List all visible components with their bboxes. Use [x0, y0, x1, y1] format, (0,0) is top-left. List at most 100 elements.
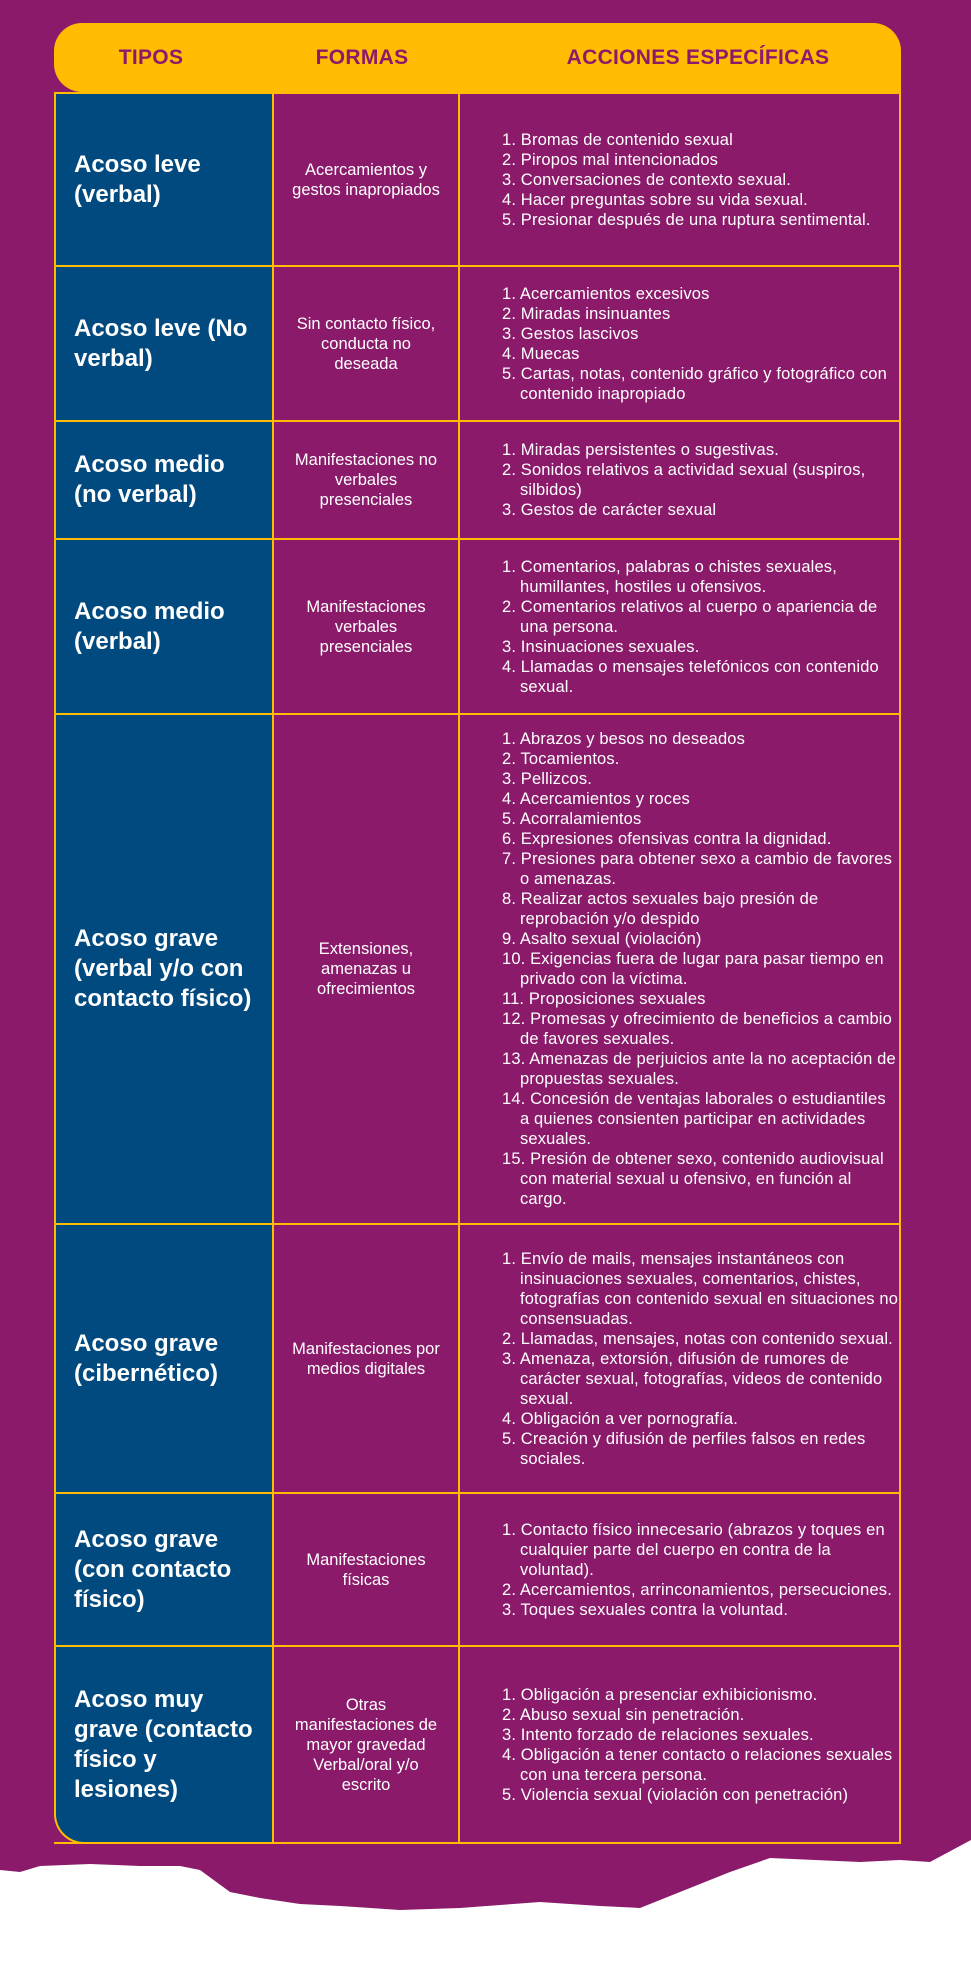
header-acciones: ACCIONES ESPECÍFICAS	[566, 46, 830, 69]
actions-list: 1. Comentarios, palabras o chistes sexua…	[460, 557, 899, 697]
acciones-cell: 1. Obligación a presenciar exhibicionism…	[458, 1647, 901, 1842]
acciones-cell: 1. Acercamientos excesivos 2. Miradas ins…	[458, 267, 901, 420]
forma-label: Otras manifestaciones de mayor gravedad …	[294, 1695, 438, 1794]
action-item: 4. Muecas	[502, 344, 580, 363]
forma-cell: Manifestaciones por medios digitales	[272, 1225, 458, 1492]
action-item: 2. Piropos mal intencionados	[502, 150, 719, 169]
forma-cell: Manifestaciones no verbales presenciales	[272, 422, 458, 538]
actions-list: 1. Abrazos y besos no deseados 2. Tocamie…	[460, 729, 899, 1209]
actions-list: 1. Obligación a presenciar exhibicionism…	[460, 1685, 899, 1805]
action-item: 1. Obligación a presenciar exhibicionism…	[502, 1685, 818, 1704]
acciones-cell: 1. Envío de mails, mensajes instantáneos…	[458, 1225, 901, 1492]
action-item: 5. Acorralamientos	[502, 810, 642, 828]
action-item: 11. Proposiciones sexuales	[502, 990, 706, 1008]
action-item: 1. Abrazos y besos no deseados	[502, 730, 745, 748]
action-item: 3. Amenaza, extorsión, difusión de rumor…	[502, 1349, 883, 1408]
table-header: TIPOS FORMAS ACCIONES ESPECÍFICAS	[54, 23, 901, 92]
action-item: 3. Toques sexuales contra la voluntad.	[502, 1600, 789, 1619]
forma-cell: Otras manifestaciones de mayor gravedad …	[272, 1647, 458, 1842]
action-item: 15. Presión de obtener sexo, contenido a…	[502, 1150, 884, 1208]
action-item: 5. Violencia sexual (violación con penet…	[502, 1785, 849, 1804]
action-item: 1. Contacto físico innecesario (abrazos …	[502, 1520, 885, 1579]
action-item: 4. Llamadas o mensajes telefónicos con c…	[502, 657, 879, 696]
table-row: Acoso leve (verbal) Acercamientos y gest…	[54, 92, 901, 265]
table-row: Acoso medio (verbal) Manifestaciones ver…	[54, 538, 901, 713]
action-item: 3. Gestos de carácter sexual	[502, 501, 717, 519]
forma-label: Extensiones, amenazas u ofrecimientos	[316, 940, 416, 998]
table-row: Acoso grave (verbal y/o con contacto fís…	[54, 713, 901, 1223]
action-item: 2. Acercamientos, arrinconamientos, pers…	[502, 1580, 892, 1599]
action-item: 2. Miradas insinuantes	[502, 304, 671, 323]
tipo-cell: Acoso grave (con contacto físico)	[54, 1494, 272, 1645]
tipo-label: Acoso leve (verbal)	[74, 150, 201, 208]
tipo-label: Acoso leve (No verbal)	[74, 314, 248, 372]
acciones-cell: 1. Contacto físico innecesario (abrazos …	[458, 1494, 901, 1645]
tipo-cell: Acoso leve (verbal)	[54, 94, 272, 265]
acciones-cell: 1. Comentarios, palabras o chistes sexua…	[458, 540, 901, 713]
tipo-label: Acoso grave (cibernético)	[74, 1329, 219, 1387]
harassment-types-table: TIPOS FORMAS ACCIONES ESPECÍFICAS Acoso …	[54, 23, 901, 1844]
forma-label: Manifestaciones no verbales presenciales	[294, 451, 438, 509]
action-item: 2. Comentarios relativos al cuerpo o apa…	[502, 597, 878, 636]
action-item: 2. Tocamientos.	[502, 750, 620, 768]
table-row: Acoso grave (cibernético) Manifestacione…	[54, 1223, 901, 1492]
action-item: 2. Sonidos relativos a actividad sexual …	[502, 461, 866, 499]
action-item: 4. Obligación a ver pornografía.	[502, 1409, 738, 1428]
tipo-label: Acoso muy grave (contacto físico y lesio…	[74, 1685, 253, 1803]
forma-cell: Acercamientos y gestos inapropiados	[272, 94, 458, 265]
tipo-cell: Acoso medio (verbal)	[54, 540, 272, 713]
tipo-label: Acoso grave (con contacto físico)	[74, 1525, 232, 1613]
tipo-cell: Acoso grave (cibernético)	[54, 1225, 272, 1492]
table-row: Acoso medio (no verbal) Manifestaciones …	[54, 420, 901, 538]
action-item: 1. Comentarios, palabras o chistes sexua…	[502, 557, 837, 596]
action-item: 3. Insinuaciones sexuales.	[502, 637, 700, 656]
forma-label: Manifestaciones por medios digitales	[292, 1339, 440, 1378]
acciones-cell: 1. Miradas persistentes o sugestivas. 2. …	[458, 422, 901, 538]
action-item: 4. Acercamientos y roces	[502, 790, 690, 808]
forma-label: Manifestaciones físicas	[306, 1550, 426, 1589]
action-item: 14. Concesión de ventajas laborales o es…	[502, 1090, 886, 1148]
tipo-label: Acoso medio (verbal)	[74, 597, 225, 655]
action-item: 10. Exigencias fuera de lugar para pasar…	[502, 950, 884, 988]
tipo-label: Acoso medio (no verbal)	[74, 451, 225, 508]
tipo-cell: Acoso muy grave (contacto físico y lesio…	[54, 1647, 272, 1844]
forma-cell: Manifestaciones físicas	[272, 1494, 458, 1645]
header-formas: FORMAS	[315, 46, 409, 69]
tipo-label: Acoso grave (verbal y/o con contacto fís…	[74, 925, 252, 1012]
action-item: 1. Bromas de contenido sexual	[502, 130, 733, 149]
action-item: 2. Llamadas, mensajes, notas con conteni…	[502, 1329, 893, 1348]
tipo-cell: Acoso grave (verbal y/o con contacto fís…	[54, 715, 272, 1223]
forma-cell: Manifestaciones verbales presenciales	[272, 540, 458, 713]
action-item: 8. Realizar actos sexuales bajo presión …	[502, 890, 819, 928]
actions-list: 1. Envío de mails, mensajes instantáneos…	[460, 1249, 899, 1469]
action-item: 3. Conversaciones de contexto sexual.	[502, 170, 791, 189]
action-item: 1. Envío de mails, mensajes instantáneos…	[502, 1249, 899, 1328]
forma-cell: Extensiones, amenazas u ofrecimientos	[272, 715, 458, 1223]
table-row: Acoso muy grave (contacto físico y lesio…	[54, 1645, 901, 1844]
action-item: 3. Pellizcos.	[502, 770, 592, 788]
actions-list: 1. Miradas persistentes o sugestivas. 2. …	[460, 440, 899, 520]
action-item: 3. Intento forzado de relaciones sexuale…	[502, 1725, 814, 1744]
action-item: 9. Asalto sexual (violación)	[502, 930, 702, 948]
action-item: 4. Hacer preguntas sobre su vida sexual.	[502, 190, 808, 209]
tipo-cell: Acoso medio (no verbal)	[54, 422, 272, 538]
action-item: 5. Creación y difusión de perfiles falso…	[502, 1429, 866, 1468]
table-row: Acoso grave (con contacto físico) Manife…	[54, 1492, 901, 1645]
forma-label: Sin contacto físico, conducta no deseada	[296, 314, 436, 373]
action-item: 13. Amenazas de perjuicios ante la no ac…	[502, 1050, 896, 1088]
acciones-cell: 1. Abrazos y besos no deseados 2. Tocamie…	[458, 715, 901, 1223]
action-item: 7. Presiones para obtener sexo a cambio …	[502, 850, 892, 888]
action-item: 1. Miradas persistentes o sugestivas.	[502, 441, 780, 459]
acciones-cell: 1. Bromas de contenido sexual 2. Piropos …	[458, 94, 901, 265]
forma-label: Acercamientos y gestos inapropiados	[292, 160, 440, 199]
tipo-cell: Acoso leve (No verbal)	[54, 267, 272, 420]
action-item: 4. Obligación a tener contacto o relacio…	[502, 1745, 893, 1784]
forma-label: Manifestaciones verbales presenciales	[306, 597, 426, 656]
action-item: 5. Cartas, notas, contenido gráfico y fo…	[502, 364, 887, 403]
action-item: 3. Gestos lascivos	[502, 324, 639, 343]
action-item: 2. Abuso sexual sin penetración.	[502, 1705, 745, 1724]
table-row: Acoso leve (No verbal) Sin contacto físi…	[54, 265, 901, 420]
actions-list: 1. Contacto físico innecesario (abrazos …	[460, 1520, 899, 1620]
action-item: 1. Acercamientos excesivos	[502, 284, 710, 303]
action-item: 6. Expresiones ofensivas contra la digni…	[502, 830, 832, 848]
